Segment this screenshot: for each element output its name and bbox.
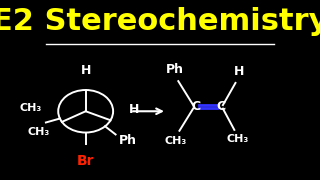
Text: CH₃: CH₃ [227,134,249,144]
Text: H: H [129,103,140,116]
Text: E2 Stereochemistry: E2 Stereochemistry [0,7,320,36]
Text: CH₃: CH₃ [165,136,187,146]
Text: H: H [234,65,244,78]
Text: H: H [80,64,91,77]
Text: C: C [191,100,200,113]
Text: CH₃: CH₃ [27,127,50,137]
Text: Br: Br [77,154,94,168]
Text: Ph: Ph [166,63,184,76]
Text: Ph: Ph [118,134,136,147]
Text: C: C [216,100,225,113]
Text: CH₃: CH₃ [20,103,42,113]
